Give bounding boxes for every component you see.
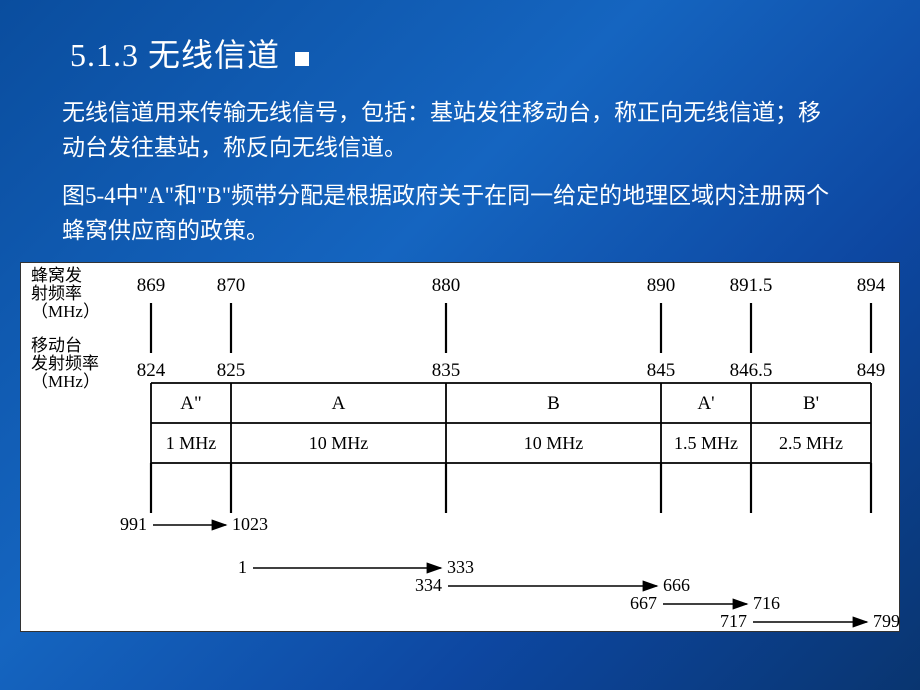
svg-text:2.5 MHz: 2.5 MHz xyxy=(779,433,843,453)
svg-text:849: 849 xyxy=(857,360,886,381)
paragraph-2: 图5-4中"A"和"B"频带分配是根据政府关于在同一给定的地理区域内注册两个蜂窝… xyxy=(62,179,840,248)
svg-text:869: 869 xyxy=(137,275,166,296)
paragraph-1: 无线信道用来传输无线信号，包括：基站发往移动台，称正向无线信道；移动台发往基站，… xyxy=(62,96,840,165)
svg-text:1 MHz: 1 MHz xyxy=(166,433,217,453)
svg-text:射频率: 射频率 xyxy=(31,284,82,303)
svg-text:846.5: 846.5 xyxy=(730,360,773,381)
svg-text:移动台: 移动台 xyxy=(31,336,82,355)
svg-text:890: 890 xyxy=(647,275,676,296)
svg-text:B: B xyxy=(547,393,560,414)
svg-text:825: 825 xyxy=(217,360,246,381)
svg-text:1: 1 xyxy=(238,557,247,577)
svg-text:835: 835 xyxy=(432,360,461,381)
title-text: 5.1.3 无线信道 xyxy=(70,37,280,73)
svg-text:10 MHz: 10 MHz xyxy=(309,433,369,453)
section-title: 5.1.3 无线信道 xyxy=(0,0,920,76)
svg-text:1023: 1023 xyxy=(232,514,268,534)
svg-text:A': A' xyxy=(697,393,714,414)
svg-text:894: 894 xyxy=(857,275,886,296)
svg-text:799: 799 xyxy=(873,611,900,631)
svg-text:蜂窝发: 蜂窝发 xyxy=(31,266,82,285)
svg-text:824: 824 xyxy=(137,360,166,381)
body-text: 无线信道用来传输无线信号，包括：基站发往移动台，称正向无线信道；移动台发往基站，… xyxy=(0,76,920,248)
frequency-band-diagram: 蜂窝发射频率（MHz）移动台发射频率（MHz）869870880890891.5… xyxy=(20,262,900,632)
svg-text:A: A xyxy=(332,393,346,414)
svg-text:（MHz）: （MHz） xyxy=(31,302,100,321)
svg-text:667: 667 xyxy=(630,593,657,613)
svg-text:334: 334 xyxy=(415,575,442,595)
svg-text:B': B' xyxy=(803,393,819,414)
svg-text:716: 716 xyxy=(753,593,780,613)
svg-text:（MHz）: （MHz） xyxy=(31,372,100,391)
svg-text:891.5: 891.5 xyxy=(730,275,773,296)
svg-text:717: 717 xyxy=(720,611,747,631)
svg-text:991: 991 xyxy=(120,514,147,534)
svg-text:A": A" xyxy=(180,393,201,414)
svg-text:333: 333 xyxy=(447,557,474,577)
svg-text:870: 870 xyxy=(217,275,246,296)
svg-text:666: 666 xyxy=(663,575,690,595)
title-bullet xyxy=(295,52,309,66)
svg-text:发射频率: 发射频率 xyxy=(31,354,99,373)
svg-text:1.5 MHz: 1.5 MHz xyxy=(674,433,738,453)
svg-text:880: 880 xyxy=(432,275,461,296)
svg-text:845: 845 xyxy=(647,360,676,381)
svg-text:10 MHz: 10 MHz xyxy=(524,433,584,453)
